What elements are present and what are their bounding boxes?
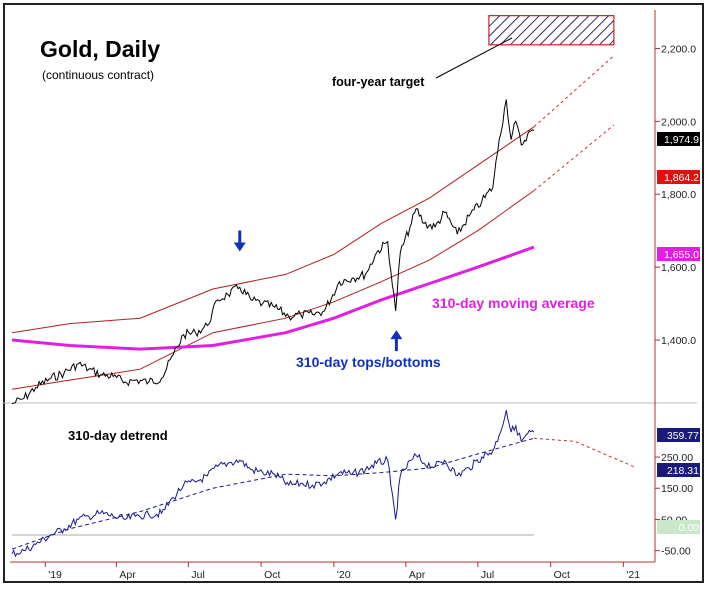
- price-y-tick-label: 2,000.0: [661, 116, 696, 128]
- x-tick-label: Oct: [554, 569, 570, 581]
- ma-value-badge: 1,655.0: [657, 247, 700, 261]
- envelope-upper-band: [11, 126, 535, 334]
- price-y-tick-label: 2,200.0: [661, 43, 696, 55]
- up-arrow-icon: [390, 330, 403, 352]
- x-tick-label: Jul: [191, 569, 204, 581]
- svg-text:359.77: 359.77: [667, 430, 699, 442]
- detrend-y-tick-label: 250.00: [661, 452, 693, 464]
- four-year-target-label: four-year target: [332, 75, 425, 89]
- detrend-label: 310-day detrend: [68, 428, 168, 443]
- svg-text:0.00: 0.00: [679, 522, 700, 534]
- arrow-head: [233, 242, 246, 252]
- down-arrow-icon: [233, 230, 246, 252]
- detrend-average-line: [11, 437, 535, 550]
- moving-average-label: 310-day moving average: [432, 295, 595, 311]
- last-price-badge: 1,974.9: [657, 132, 700, 146]
- detrend-zero-badge: 0.00: [657, 520, 700, 534]
- upper-band-badge: 1,864.2: [657, 170, 700, 184]
- arrow-head: [390, 330, 403, 340]
- x-tick-label: Apr: [119, 569, 136, 581]
- plot-layer: 1,400.0 1,600.0 1,800.0 2,000.0 2,200.0 -50.0…: [2, 10, 697, 581]
- x-tick-label: Oct: [264, 569, 280, 581]
- detrend-avg-badge: 218.31: [657, 463, 700, 477]
- price-y-tick-label: 1,800.0: [661, 189, 696, 201]
- detrend-series-line: [11, 410, 535, 558]
- x-tick-label: '20: [337, 569, 351, 581]
- detrend-average-projection: [533, 437, 635, 468]
- moving-average-line: [11, 245, 535, 351]
- price-y-tick-label: 1,400.0: [661, 335, 696, 347]
- svg-text:1,974.9: 1,974.9: [664, 134, 699, 146]
- x-tick-label: Jul: [481, 569, 494, 581]
- tops-bottoms-label: 310-day tops/bottoms: [296, 354, 441, 370]
- price-y-tick-label: 1,600.0: [661, 262, 696, 274]
- detrend-y-tick-label: 150.00: [661, 483, 693, 495]
- chart-title: Gold, Daily: [40, 36, 160, 62]
- detrend-last-badge: 359.77: [657, 428, 700, 442]
- svg-text:1,864.2: 1,864.2: [664, 172, 699, 184]
- svg-text:218.31: 218.31: [667, 465, 699, 477]
- four-year-target-box: [488, 15, 615, 46]
- detrend-y-tick-label: -50.00: [661, 546, 691, 558]
- x-tick-label: '21: [626, 569, 640, 581]
- price-series-line: [11, 99, 535, 405]
- target-pointer-line: [435, 37, 513, 79]
- envelope-lower-band: [11, 190, 535, 390]
- envelope-upper-projection: [533, 55, 615, 128]
- x-tick-label: '19: [48, 569, 62, 581]
- x-tick-label: Apr: [409, 569, 426, 581]
- svg-text:1,655.0: 1,655.0: [664, 249, 699, 261]
- chart-subtitle: (continuous contract): [42, 68, 154, 82]
- envelope-lower-projection: [533, 124, 615, 191]
